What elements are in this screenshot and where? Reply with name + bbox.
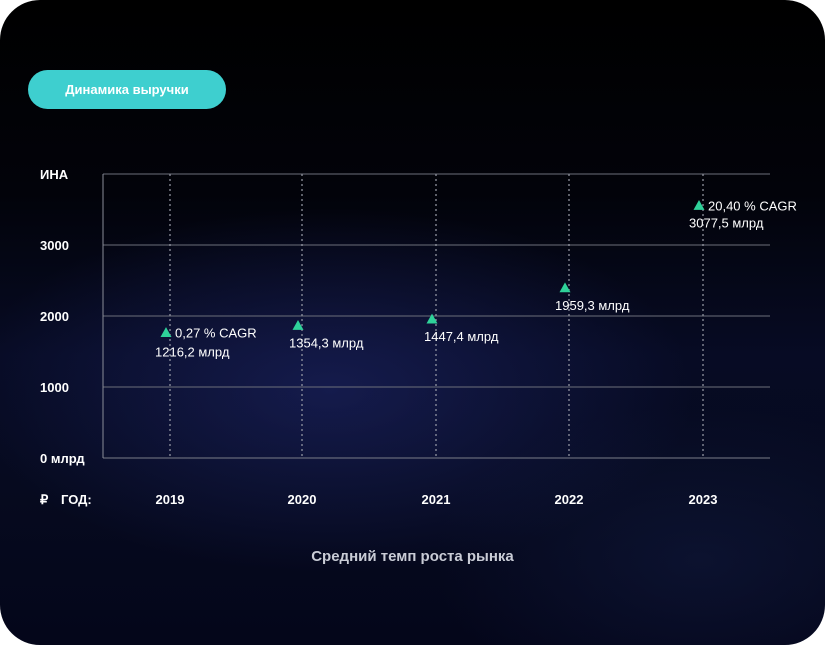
x-tick-label: 2019 xyxy=(156,492,185,507)
data-point-label: 1447,4 млрд xyxy=(424,329,499,344)
data-point-marker xyxy=(160,327,172,338)
x-axis-title: ГОД: xyxy=(61,492,92,507)
currency-label: ₽ xyxy=(40,492,49,507)
data-point-marker xyxy=(693,200,705,210)
cagr-annotation: 20,40 % CAGR xyxy=(708,199,797,214)
x-tick-label: 2021 xyxy=(422,492,451,507)
data-point-marker xyxy=(292,320,304,330)
y-tick-label: 3000 xyxy=(40,238,69,253)
data-point-label: 1216,2 млрд xyxy=(155,345,230,360)
data-point-marker xyxy=(559,282,571,293)
data-point-label: 1959,3 млрд xyxy=(555,298,630,313)
data-point-label: 1354,3 млрд xyxy=(289,336,364,351)
y-tick-label: 1000 xyxy=(40,380,69,395)
x-tick-label: 2022 xyxy=(555,492,584,507)
data-point-marker xyxy=(426,313,438,324)
y-tick-label: ИНА xyxy=(40,167,69,182)
x-tick-label: 2023 xyxy=(689,492,718,507)
y-tick-label: 0 млрд xyxy=(40,451,85,466)
revenue-dynamics-badge[interactable]: Динамика выручки xyxy=(28,70,226,109)
cagr-annotation: 0,27 % CAGR xyxy=(175,326,257,341)
x-tick-label: 2020 xyxy=(288,492,317,507)
data-point-label: 3077,5 млрд xyxy=(689,216,764,231)
y-tick-label: 2000 xyxy=(40,309,69,324)
market-growth-caption: Средний темп роста рынка xyxy=(311,548,514,565)
